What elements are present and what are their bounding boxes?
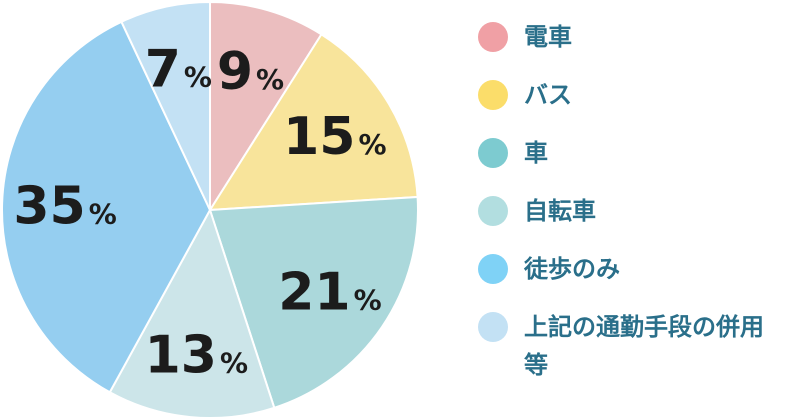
legend-swatch-car [478,138,508,168]
legend-label-bus: バス [524,81,572,109]
data-label-bicycle: 13% [145,325,248,385]
data-label-value: 13 [145,325,217,385]
legend-label-bicycle: 自転車 [524,197,596,225]
legend-swatch-combined [478,312,508,342]
legend-item-train: 電車 [478,18,798,76]
data-label-unit: % [220,346,248,379]
data-label-walk: 35% [13,176,116,236]
legend-label-combined: 上記の通勤手段の併用等 [524,313,764,379]
legend-swatch-bicycle [478,196,508,226]
legend-item-combined: 上記の通勤手段の併用等 [478,308,798,379]
data-label-bus: 15% [283,107,386,167]
pie-slice-car [208,195,419,410]
data-label-value: 15 [283,107,355,167]
legend-label-car: 車 [524,139,548,167]
data-label-unit: % [354,284,382,317]
pie-slice-combined [120,0,211,211]
data-label-value: 21 [278,263,350,323]
data-label-unit: % [184,60,212,93]
legend-item-bus: バス [478,76,798,134]
data-label-value: 7 [145,39,181,99]
data-label-value: 35 [13,176,85,236]
legend: 電車 バス 車 自転車 徒歩のみ 上記の通勤手段の併用等 [478,18,798,379]
data-label-unit: % [358,128,386,161]
data-label-unit: % [89,197,117,230]
data-label-combined: 7% [145,39,212,99]
legend-swatch-train [478,22,508,52]
data-label-unit: % [256,63,284,96]
legend-label-train: 電車 [524,23,572,51]
legend-swatch-bus [478,80,508,110]
legend-item-walk: 徒歩のみ [478,250,798,308]
data-label-car: 21% [278,263,381,323]
pie-slice-train [209,0,323,214]
legend-swatch-walk [478,254,508,284]
legend-label-walk: 徒歩のみ [524,255,620,283]
legend-item-car: 車 [478,134,798,192]
data-label-value: 9 [217,42,253,102]
legend-item-bicycle: 自転車 [478,192,798,250]
pie-chart: 9 %15 %21 %13 %35 %7% [1,0,419,419]
data-label-train: 9% [217,42,284,102]
pie-slice-walk [1,20,212,394]
pie-slice-bicycle [108,207,276,419]
pie-slice-bus [208,32,419,212]
